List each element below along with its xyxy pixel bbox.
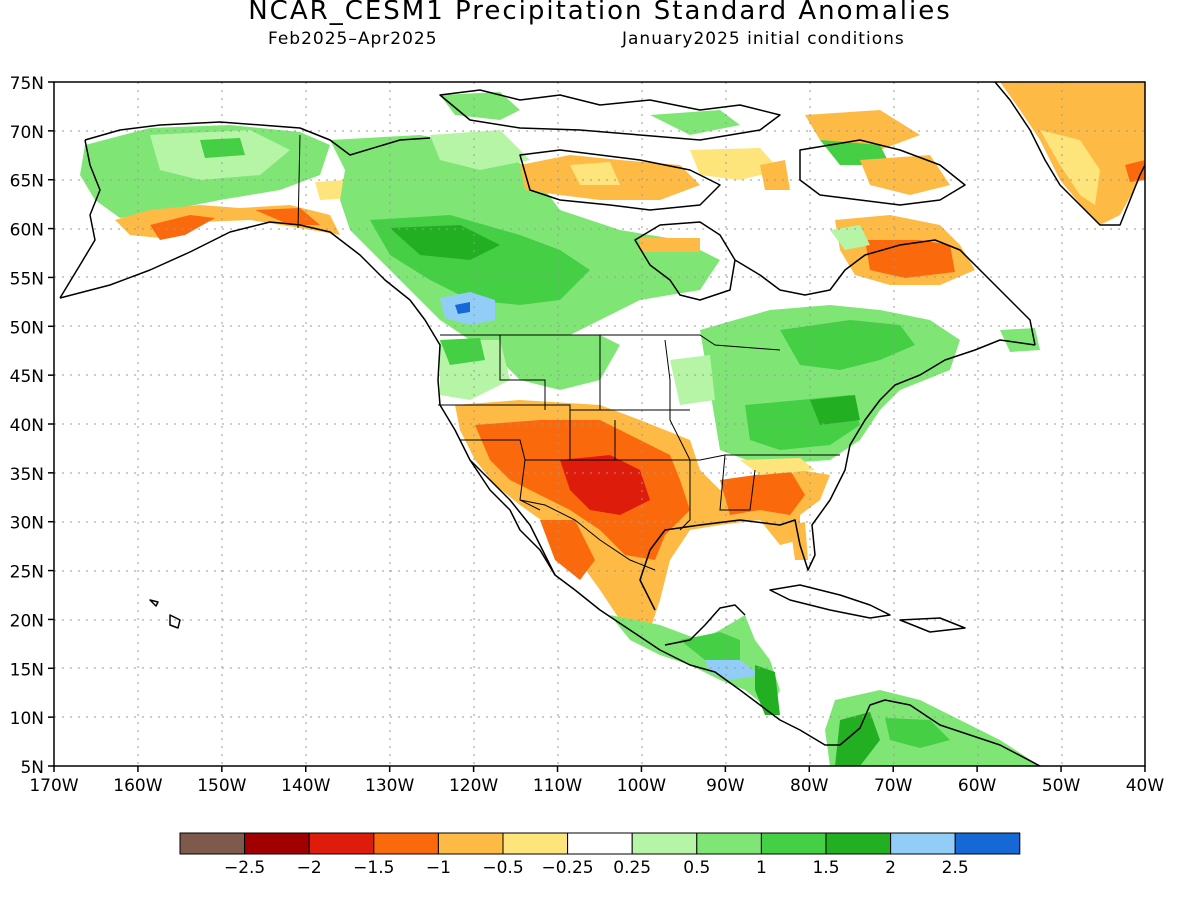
lat-tick-label: 60N [10, 221, 44, 241]
colorbar-swatch [244, 832, 310, 855]
lat-tick-label: 65N [10, 172, 44, 192]
forecast-period: Feb2025–Apr2025 [268, 29, 438, 49]
colorbar-swatch [308, 832, 375, 855]
coastlines [59, 82, 1145, 766]
lat-tick-label: 30N [10, 514, 44, 534]
colorbar-swatch [437, 832, 504, 855]
colorbar-label: 1 [756, 858, 767, 878]
washington-moderate [440, 338, 485, 365]
colorbar-label: −2.5 [224, 858, 265, 878]
lat-tick-label: 70N [10, 123, 44, 143]
baffin-wet [820, 140, 890, 165]
lon-tick-label: 100W [617, 776, 666, 796]
colorbar-swatch [890, 832, 956, 855]
lon-tick-label: 50W [1042, 776, 1081, 796]
colorbar-label: 0.25 [613, 858, 651, 878]
baffin-dry [805, 110, 920, 150]
ontario-moderate [780, 320, 915, 370]
colorbar-label: 0.5 [683, 858, 710, 878]
lat-tick-label: 5N [20, 758, 44, 778]
colorbar-swatch [825, 832, 892, 855]
gulf-alaska-dry-strong [150, 215, 215, 240]
political-borders [297, 134, 840, 571]
lat-tick-label: 35N [10, 465, 44, 485]
lon-tick-label: 70W [874, 776, 913, 796]
colorbar-label: 2 [885, 858, 896, 878]
map-title: NCAR_CESM1 Precipitation Standard Anomal… [248, 0, 952, 26]
hudson-dry-strip [640, 238, 700, 252]
colorbar-swatch [179, 832, 246, 855]
colorbar-swatch [502, 832, 569, 855]
lon-tick-label: 120W [449, 776, 498, 796]
midwest-light [670, 355, 715, 405]
lon-tick-label: 130W [365, 776, 414, 796]
yukon-dry-strong [255, 208, 320, 225]
colombia-strong [835, 712, 880, 766]
arctic-light [430, 130, 530, 170]
southeast-slight-dry [740, 458, 815, 475]
lat-tick-label: 20N [10, 611, 44, 631]
lon-tick-label: 90W [706, 776, 745, 796]
latitude-axis: 75N 70N 65N 60N 55N 50N 45N 40N 35N 30N 25N 20N 15N 1… [10, 74, 54, 778]
appalachia-strong [810, 395, 860, 425]
lat-tick-label: 45N [10, 367, 44, 387]
lat-tick-label: 50N [10, 318, 44, 338]
texas-extreme-dry [560, 455, 650, 515]
guatemala-moderate [680, 632, 740, 660]
lat-tick-label: 40N [10, 416, 44, 436]
foxe-dry [690, 148, 780, 180]
map-area [54, 82, 1145, 766]
baffin-dry-2 [860, 155, 950, 195]
lon-tick-label: 140W [281, 776, 330, 796]
colorbar-swatch [373, 832, 439, 855]
arctic-wet-2 [650, 110, 740, 135]
nunavut-slight-dry [570, 162, 620, 185]
colorbar-label: −1.5 [353, 858, 394, 878]
central-america-wet [610, 615, 780, 710]
colorbar-label: −2 [297, 858, 322, 878]
nicaragua-strong [755, 665, 780, 715]
mexico-dry-strong [540, 520, 595, 580]
lat-tick-label: 55N [10, 269, 44, 289]
newfoundland-wet [1000, 328, 1040, 352]
bc-extreme-wet [455, 302, 470, 314]
longitude-axis: 170W 160W 150W 140W 130W 120W 110W 100W 90W 80W 70… [29, 766, 1164, 796]
southeast-dry-strong [720, 470, 805, 515]
bc-strong [390, 225, 500, 260]
foxe-dry-2 [760, 160, 790, 190]
colorbar-label: 1.5 [812, 858, 839, 878]
arctic-wet [440, 92, 520, 120]
colorbar-swatch [631, 832, 698, 855]
lon-tick-label: 110W [533, 776, 582, 796]
lon-tick-label: 150W [197, 776, 246, 796]
colorbar-label: 2.5 [942, 858, 969, 878]
gridlines [54, 82, 1145, 766]
colorbar-label: −0.25 [542, 858, 594, 878]
labrador-dry-strong [865, 240, 955, 278]
colorbar-label: −1 [426, 858, 451, 878]
lon-tick-label: 80W [790, 776, 829, 796]
lon-tick-label: 40W [1126, 776, 1165, 796]
colorbar-label: −0.5 [482, 858, 523, 878]
greenland-slight-dry [1040, 130, 1100, 205]
lon-tick-label: 160W [113, 776, 162, 796]
lat-tick-label: 25N [10, 563, 44, 583]
lon-tick-label: 60W [958, 776, 997, 796]
lon-tick-label: 170W [29, 776, 78, 796]
colorbar-swatch [567, 832, 633, 855]
colorbar-swatch [760, 832, 827, 855]
lat-tick-label: 75N [10, 74, 44, 94]
venezuela-moderate [885, 718, 950, 748]
colorbar: −2.5 −2 −1.5 −1 −0.5 −0.25 0.25 0.5 1 1.5 2 2.5 [179, 832, 1021, 878]
initial-conditions: January2025 initial conditions [622, 29, 905, 49]
colorbar-swatch [954, 832, 1021, 855]
quebec-light-wet [830, 225, 870, 250]
lat-tick-label: 15N [10, 660, 44, 680]
colorbar-swatch [696, 832, 762, 855]
lat-tick-label: 10N [10, 709, 44, 729]
